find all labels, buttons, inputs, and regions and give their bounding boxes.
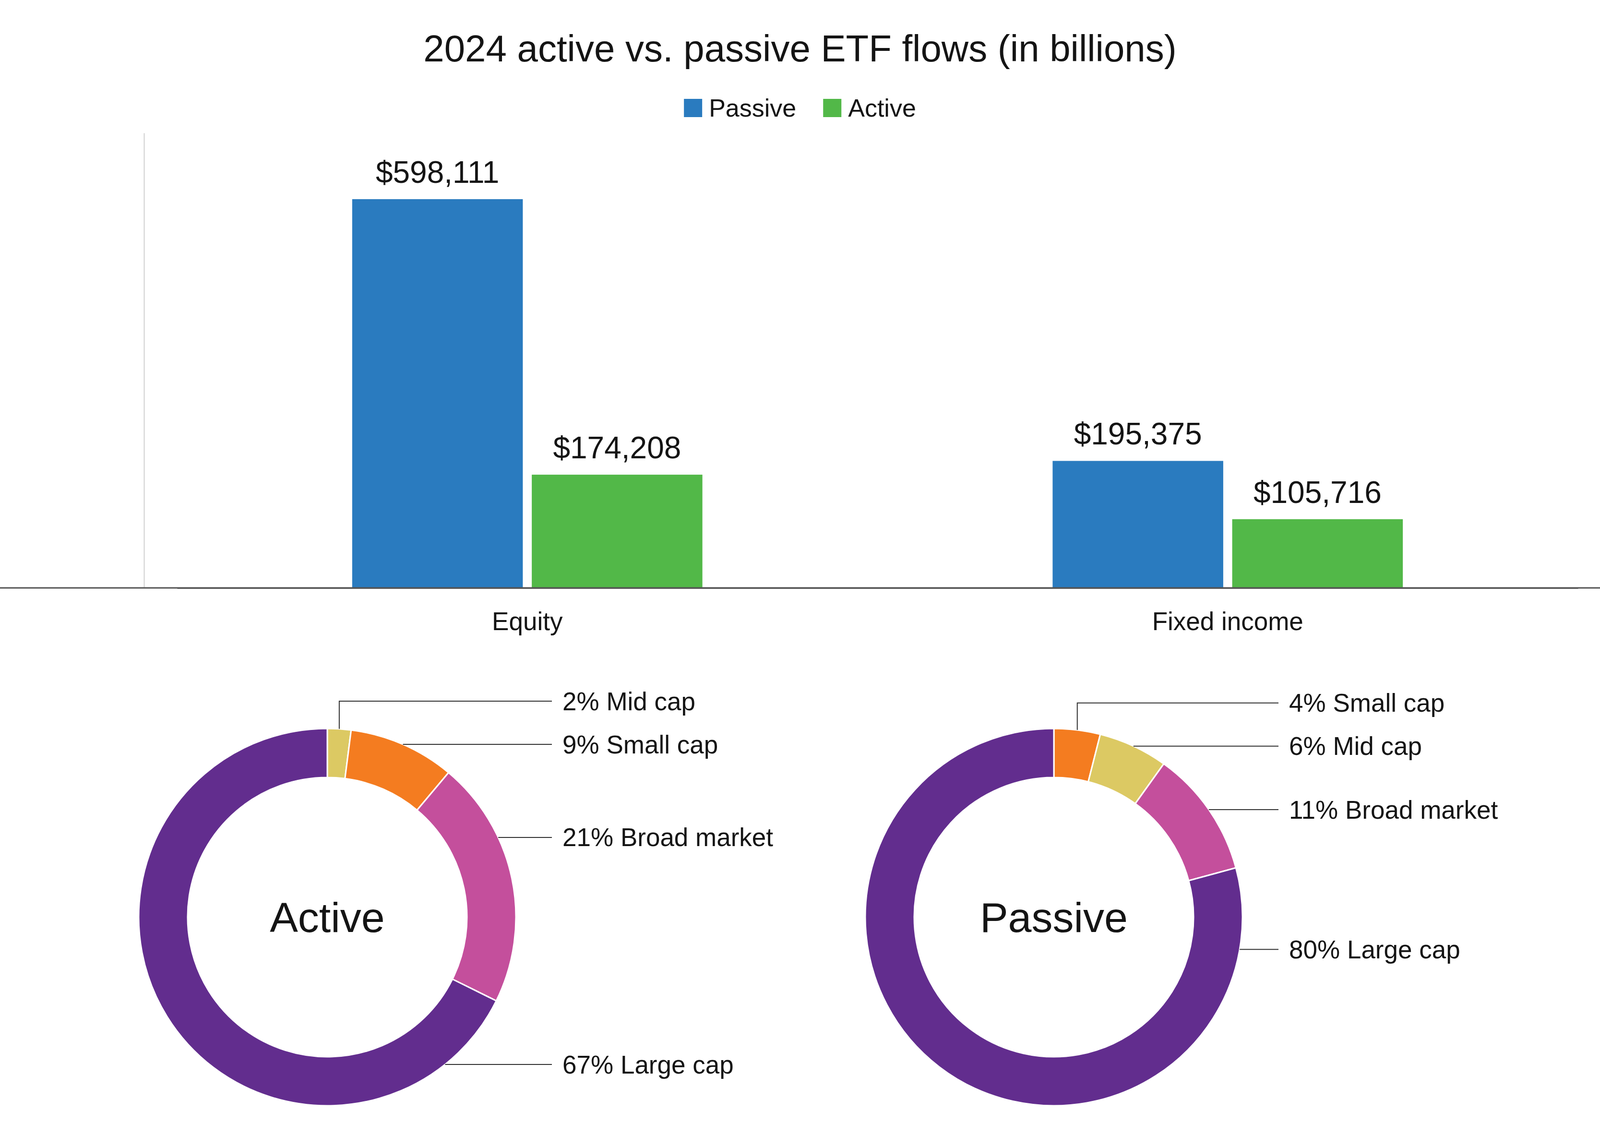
data-label: $598,111 (375, 155, 500, 190)
slice (138, 728, 497, 1106)
bar (1232, 519, 1404, 588)
data-label: $105,716 (1253, 475, 1382, 510)
data-label: $195,375 (1074, 416, 1203, 452)
legend-swatch (683, 98, 703, 118)
x-tick: Equity (491, 607, 563, 636)
slice-value: 67% (562, 1050, 614, 1079)
chart-canvas: 2024 active vs. passive ETF flows (in bi… (0, 0, 1600, 1147)
x-tick-label: Fixed income (1152, 607, 1304, 636)
data-label: $174,208 (552, 430, 681, 466)
slice-category: Small cap (606, 730, 718, 759)
x-tick: Fixed income (1152, 607, 1304, 636)
slice-category: Large cap (620, 1050, 734, 1079)
slice-category: Mid cap (606, 687, 696, 716)
legend-swatch (823, 98, 842, 118)
slice-value: 11% (1289, 795, 1338, 824)
leader-line (444, 1063, 552, 1065)
bar (531, 474, 703, 588)
legend: Passive Active (683, 94, 917, 122)
leader-line (1208, 809, 1279, 811)
slice-category: Broad market (1345, 795, 1498, 824)
y-axis-line (143, 133, 145, 589)
leader-line (498, 836, 552, 838)
slice-category: Broad market (620, 823, 774, 852)
slice-value: 80% (1289, 935, 1340, 964)
slice (865, 728, 1243, 1106)
slice-label: 2%Mid cap (562, 687, 696, 716)
center-label: Active (269, 893, 385, 942)
slice-labels: 2%Mid cap9%Small cap21%Broad market67%La… (339, 687, 774, 1079)
legend-item: Passive (683, 94, 797, 122)
donut-chart: Active2%Mid cap9%Small cap21%Broad marke… (138, 687, 774, 1106)
baseline (0, 587, 1600, 589)
slice-label: 9%Small cap (562, 730, 718, 759)
slices (865, 728, 1243, 1106)
slice-category: Small cap (1332, 688, 1445, 717)
slice-value: 9% (562, 730, 600, 759)
leader-line (1133, 745, 1279, 747)
x-axis: Equity Fixed income (177, 588, 1579, 636)
leader-line (1239, 948, 1279, 950)
x-tick-label: Equity (491, 607, 563, 636)
slice-category: Large cap (1347, 935, 1461, 964)
slice-label: 4%Small cap (1289, 688, 1445, 717)
leader-line (1077, 703, 1279, 730)
slice-category: Mid cap (1332, 731, 1422, 761)
leader-line (403, 743, 552, 745)
legend-item: Active (823, 94, 917, 122)
slice-labels: 4%Small cap6%Mid cap11%Broad market80%La… (1077, 688, 1499, 964)
bar (1052, 460, 1224, 588)
slice-value: 21% (562, 823, 614, 852)
slice-label: 80%Large cap (1289, 935, 1461, 964)
slice-value: 4% (1289, 688, 1326, 717)
legend-label: Active (847, 94, 917, 122)
slice-label: 11%Broad market (1289, 795, 1498, 824)
x-axis-line (177, 587, 1579, 589)
slices (138, 728, 516, 1106)
slice (1135, 764, 1237, 881)
donut-chart: Passive4%Small cap6%Mid cap11%Broad mark… (865, 688, 1498, 1106)
slice-label: 6%Mid cap (1289, 731, 1422, 761)
leader-line (339, 701, 552, 729)
slice-label: 21%Broad market (562, 823, 774, 852)
slice-label: 67%Large cap (562, 1050, 734, 1079)
slice (417, 772, 516, 1002)
y-axis (143, 133, 145, 589)
data-labels: $598,111 $195,375 $174,208 $105,716 (375, 155, 1382, 510)
center-label: Passive (979, 893, 1128, 942)
chart-title: 2024 active vs. passive ETF flows (in bi… (423, 27, 1177, 70)
bars (352, 199, 1403, 588)
bar-chart: 2024 active vs. passive ETF flows (in bi… (0, 27, 1600, 636)
bar (352, 199, 524, 588)
slice-value: 6% (1289, 731, 1326, 761)
slice-value: 2% (562, 687, 600, 716)
legend-label: Passive (708, 94, 797, 122)
